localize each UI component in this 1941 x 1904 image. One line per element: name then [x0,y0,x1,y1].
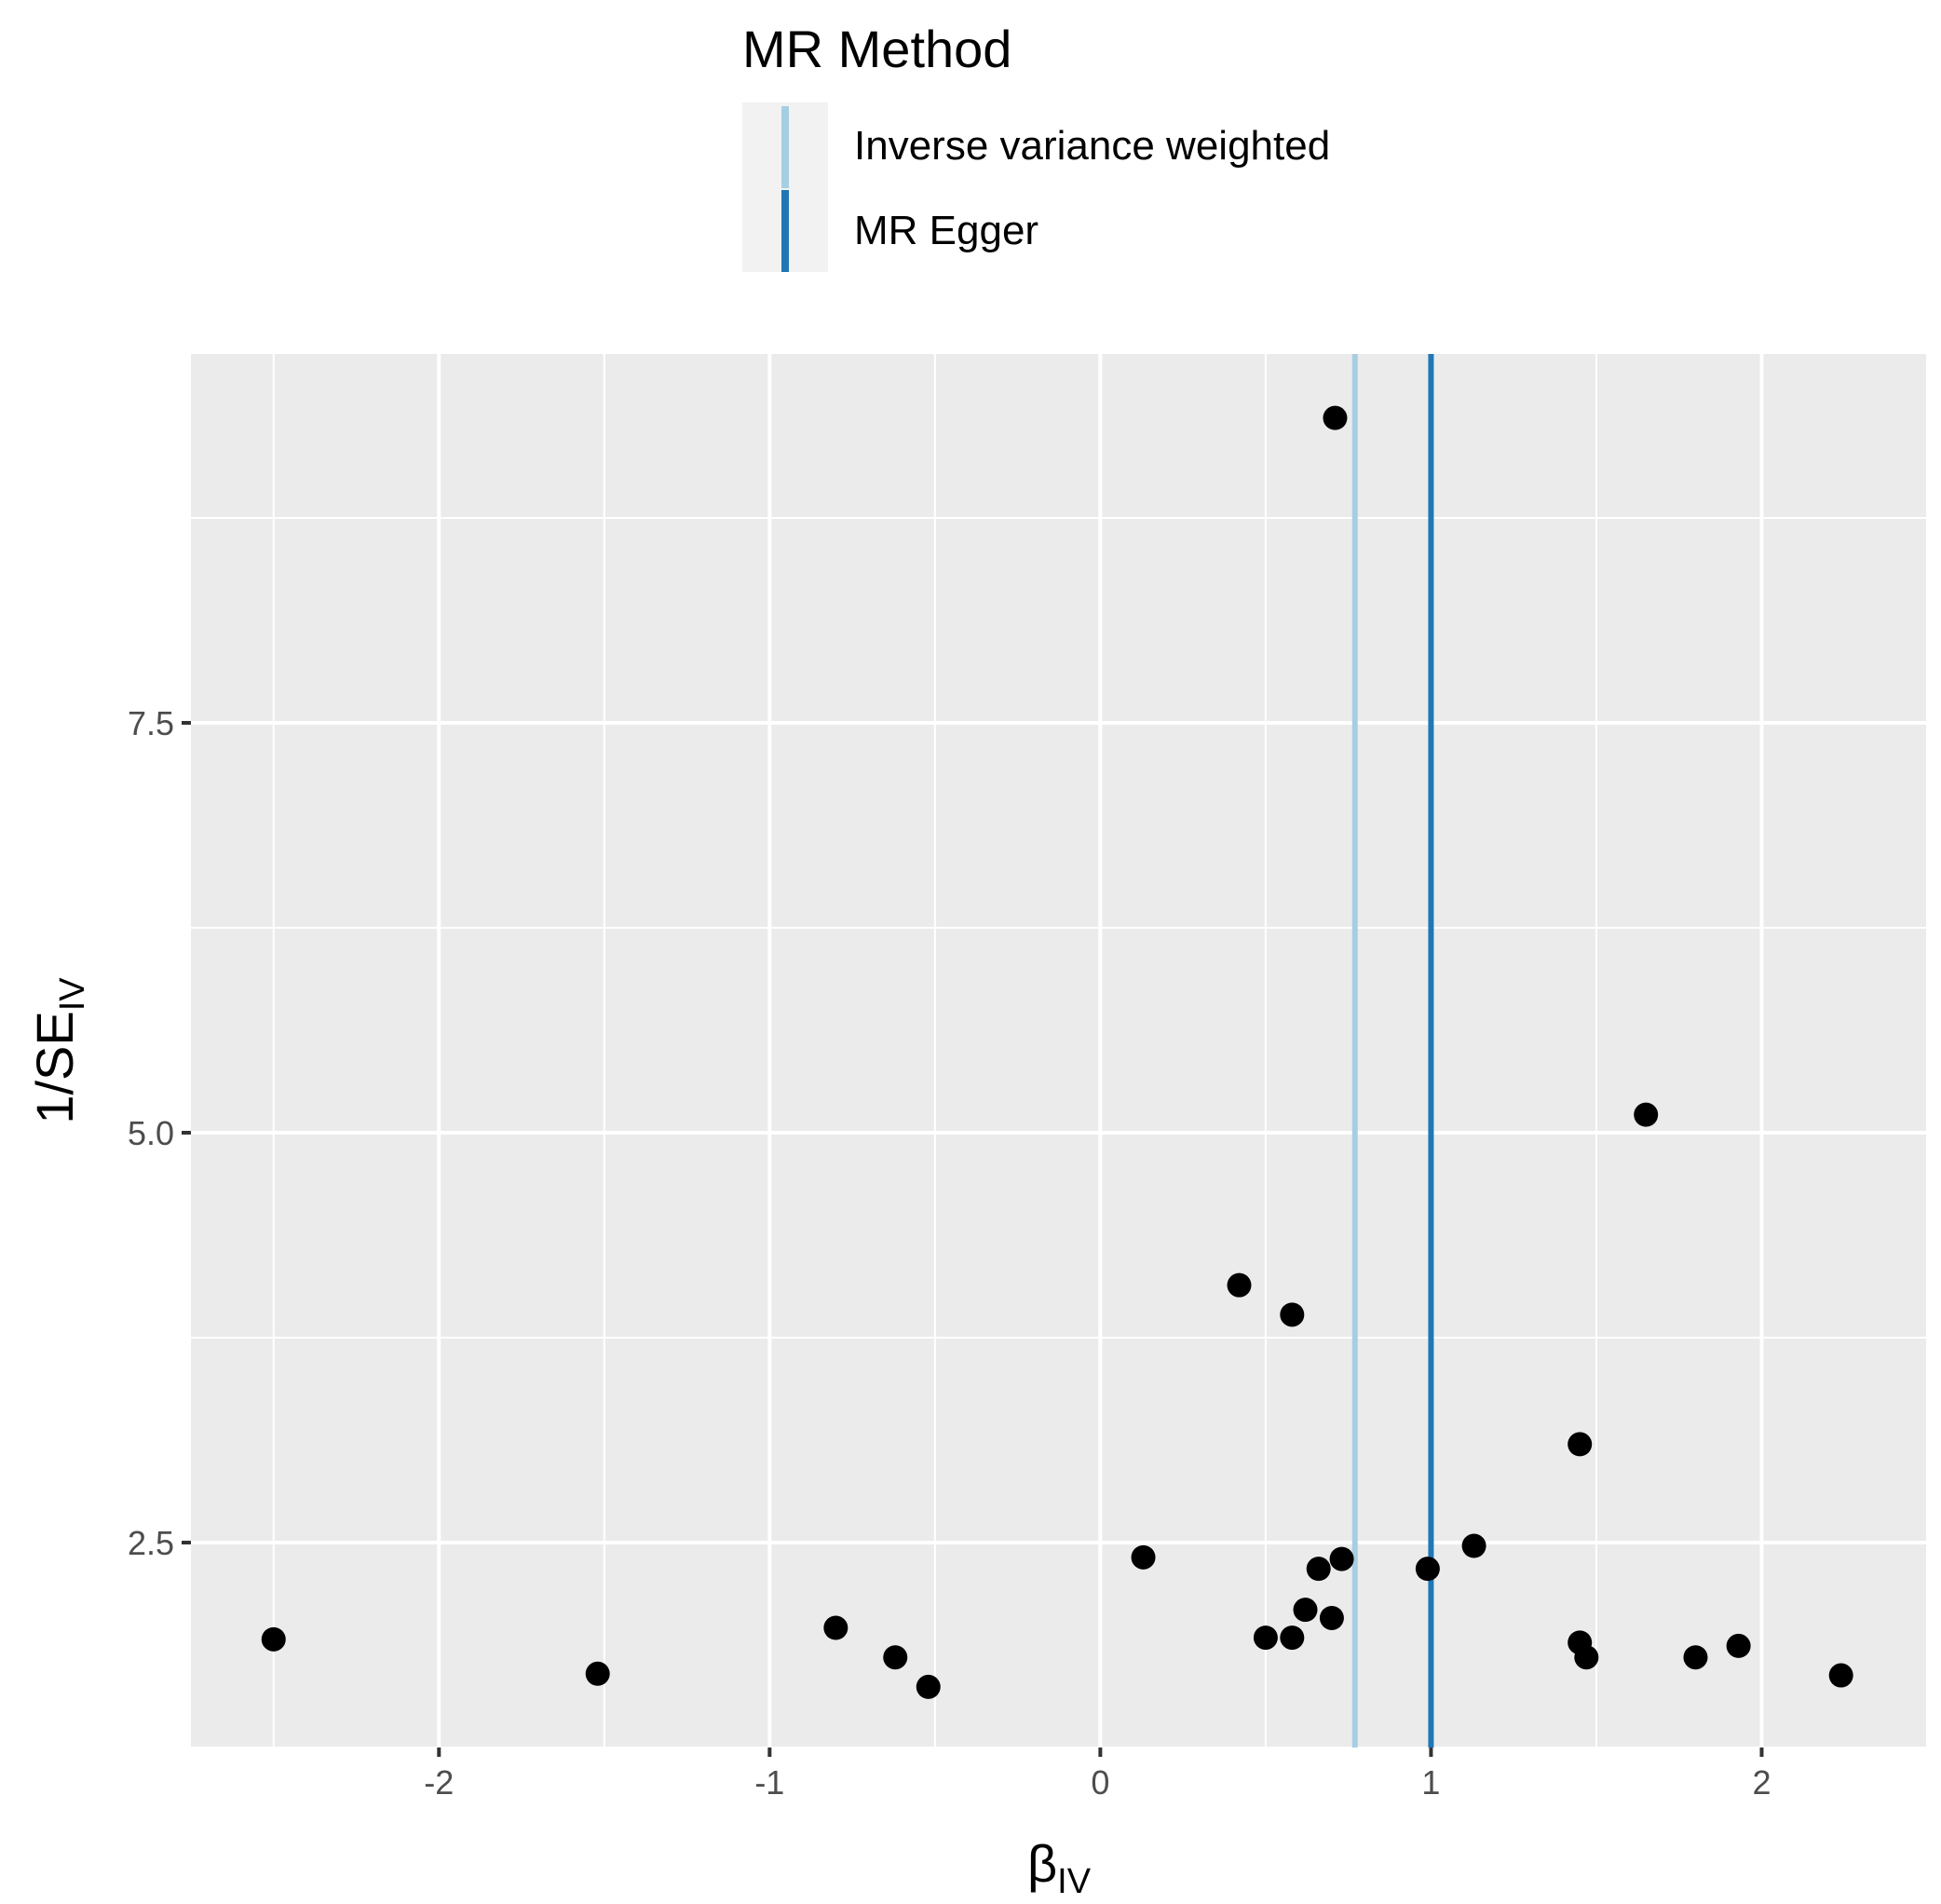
data-points [261,405,1853,1699]
legend-key-ivw [781,106,789,188]
x-tick-label: -1 [754,1763,784,1802]
data-point [1227,1272,1252,1298]
data-point [1323,405,1348,430]
data-point [1415,1557,1440,1582]
method-lines [1351,354,1434,1748]
data-point [1280,1302,1305,1327]
data-point [1319,1605,1344,1630]
data-point [1726,1633,1751,1658]
data-point [1828,1663,1853,1688]
x-axis-title-main: β [1027,1834,1057,1893]
plot-panel [191,354,1927,1748]
y-axis-title: 1/SEIV [25,977,92,1124]
data-point [585,1661,610,1686]
legend-label-egger: MR Egger [854,208,1038,253]
x-tick-label: -2 [424,1763,454,1802]
data-point [1329,1546,1354,1571]
data-point [823,1615,848,1640]
data-point [1634,1102,1659,1127]
y-axis-title-main: 1/SE [25,1011,84,1123]
y-axis: 2.5 5.0 7.5 [128,704,191,1562]
data-point [1253,1625,1278,1651]
legend: MR Method Inverse variance weighted MR E… [742,20,1330,272]
x-tick-label: 1 [1421,1763,1440,1802]
data-point [1574,1645,1599,1670]
data-point [1683,1645,1708,1670]
x-tick-label: 2 [1752,1763,1771,1802]
data-point [1293,1598,1318,1623]
data-point [1306,1557,1331,1582]
legend-label-ivw: Inverse variance weighted [854,123,1330,169]
data-point [1131,1544,1156,1570]
y-axis-title-subscript: IV [53,977,92,1012]
x-axis: -2 -1 0 1 2 [424,1748,1771,1802]
data-point [883,1645,908,1670]
data-point [1461,1533,1486,1558]
legend-title: MR Method [742,20,1011,78]
x-tick-label: 0 [1091,1763,1109,1802]
data-point [261,1626,286,1652]
data-point [1280,1625,1305,1651]
y-tick-label: 7.5 [128,704,174,742]
x-axis-title: βIV [1027,1834,1092,1901]
y-tick-label: 5.0 [128,1114,174,1152]
data-point [916,1674,941,1699]
y-tick-label: 2.5 [128,1524,174,1562]
legend-key-egger [781,190,789,272]
data-point [1568,1432,1593,1457]
x-axis-title-subscript: IV [1057,1862,1092,1901]
minor-gridlines [191,354,1928,1748]
